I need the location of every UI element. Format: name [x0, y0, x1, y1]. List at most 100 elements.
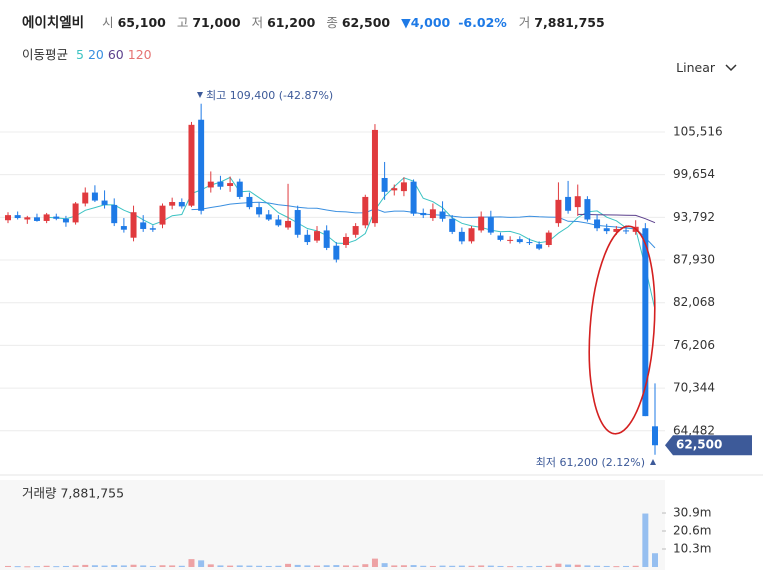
candle-body [82, 192, 89, 204]
volume-bar [227, 565, 234, 567]
volume-bar [256, 565, 263, 567]
candle-body [371, 129, 378, 224]
y-tick-label: 82,068 [673, 295, 715, 309]
volume-bar [400, 565, 407, 567]
candle-body [159, 205, 166, 225]
candle-body [342, 236, 349, 245]
high-arrow [197, 92, 203, 98]
candle-body [43, 214, 50, 221]
candle-body [5, 215, 11, 221]
price-change-pct: -6.02% [458, 15, 507, 30]
candle-body [14, 215, 21, 219]
scale-select[interactable]: Linear [676, 60, 737, 75]
candle-body [652, 426, 658, 446]
candle-body [120, 226, 127, 230]
volume-bar [323, 565, 330, 567]
volume-bar [410, 565, 417, 567]
volume-bar [594, 565, 601, 567]
y-tick-label: 93,792 [673, 210, 715, 224]
volume-bar [275, 565, 282, 567]
volume-bar [188, 559, 195, 567]
moving-average [46, 176, 656, 310]
candle-body [584, 199, 591, 220]
price-tag [665, 435, 752, 456]
low-arrow [650, 459, 656, 465]
quote-value: 7,881,755 [534, 15, 605, 30]
volume-bar [574, 564, 581, 567]
candles [5, 103, 658, 568]
quote-label: 시 [102, 15, 114, 30]
candle-body [275, 219, 282, 226]
volume-bar [526, 566, 533, 568]
volume-bar [545, 565, 552, 567]
candle-body [487, 217, 494, 233]
volume-bar [24, 566, 31, 568]
candle-body [458, 231, 465, 242]
volume-bar [536, 565, 543, 567]
volume-title: 거래량 7,881,755 [22, 486, 124, 501]
volume-bar [120, 565, 127, 567]
candle-body [227, 183, 234, 187]
volume-bar [62, 565, 69, 567]
quote-value: 62,500 [341, 15, 391, 30]
candle-body [603, 228, 610, 232]
volume-bar [497, 565, 504, 567]
volume-bar [352, 565, 359, 567]
quote-label: 종 [326, 15, 338, 30]
volume-bar [642, 513, 649, 567]
stock-name: 에이치엘비 [22, 15, 85, 31]
volume-bar [565, 564, 572, 567]
volume-bar [362, 564, 369, 567]
candle-body [236, 181, 243, 197]
volume-bar [265, 565, 272, 567]
candle-body [449, 218, 456, 232]
volume-bar [333, 565, 340, 567]
candle-body [545, 232, 552, 245]
candle-body [256, 207, 263, 215]
volume-bar [458, 565, 465, 567]
volume-bar [159, 565, 166, 567]
candle-body [574, 196, 581, 208]
volume-bar [149, 565, 156, 567]
candle-body [516, 239, 523, 243]
volume-bar [304, 565, 311, 567]
highlight-circle [588, 225, 656, 435]
volume-tick-label: 10.3m [673, 542, 711, 556]
y-tick-label: 70,344 [673, 381, 715, 395]
candle-body [33, 217, 40, 221]
volume-bar [381, 563, 388, 567]
volume-bar [342, 565, 349, 567]
candle-body [642, 228, 649, 417]
volume-bar [603, 565, 610, 567]
candle-body [536, 244, 543, 249]
candle-body [555, 199, 562, 224]
volume-bar [169, 565, 176, 567]
candle-body [72, 203, 79, 223]
volume-bar [82, 564, 89, 567]
candle-body [111, 204, 118, 224]
ma-legend-entry: 120 [127, 47, 152, 62]
volume-tick-label: 20.6m [673, 524, 711, 538]
candle-body [439, 211, 446, 219]
candle-body [314, 231, 321, 241]
candle-body [130, 212, 137, 238]
candle-body [246, 196, 253, 208]
moving-average [191, 201, 656, 249]
volume-tick-label: 30.9m [673, 506, 711, 520]
scale-mode[interactable]: Linear [676, 60, 716, 75]
volume-bar [53, 566, 60, 568]
volume-bar [314, 565, 321, 567]
volume-bar [33, 566, 40, 568]
chevron [725, 64, 737, 72]
volume-bar [632, 565, 639, 567]
candle-body [429, 209, 436, 219]
volume-bar [91, 565, 98, 567]
candle-body [632, 226, 639, 232]
volume-bar [14, 566, 21, 568]
volume-bar [72, 565, 79, 567]
quote-label: 고 [176, 15, 189, 30]
y-tick-label: 76,206 [673, 338, 715, 352]
candle-body [594, 219, 601, 229]
volume-bar [236, 565, 243, 567]
